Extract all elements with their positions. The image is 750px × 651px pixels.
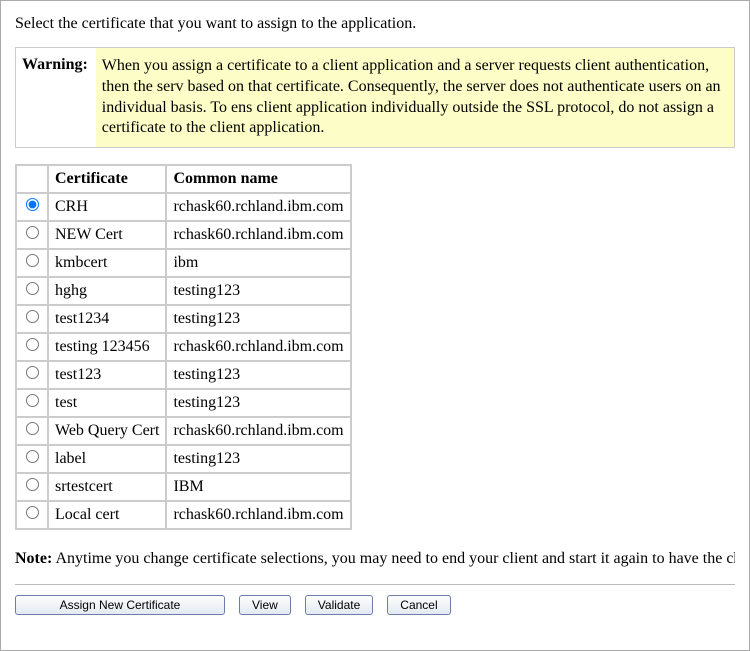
certificate-radio[interactable] bbox=[26, 450, 39, 463]
certificate-cell: test bbox=[48, 389, 166, 417]
certificate-cell: test1234 bbox=[48, 305, 166, 333]
certificate-cell: Web Query Cert bbox=[48, 417, 166, 445]
radio-cell bbox=[16, 389, 48, 417]
certificate-radio[interactable] bbox=[26, 226, 39, 239]
table-row: kmbcertibm bbox=[16, 249, 351, 277]
note-line: Note: Anytime you change certificate sel… bbox=[15, 550, 735, 568]
table-row: Local certrchask60.rchland.ibm.com bbox=[16, 501, 351, 529]
table-row: NEW Certrchask60.rchland.ibm.com bbox=[16, 221, 351, 249]
certificate-radio[interactable] bbox=[26, 422, 39, 435]
col-common-name: Common name bbox=[166, 165, 350, 193]
certificate-radio[interactable] bbox=[26, 366, 39, 379]
common-name-cell: rchask60.rchland.ibm.com bbox=[166, 333, 350, 361]
col-select bbox=[16, 165, 48, 193]
certificate-radio[interactable] bbox=[26, 478, 39, 491]
certificate-cell: label bbox=[48, 445, 166, 473]
certificate-assignment-panel: Select the certificate that you want to … bbox=[0, 0, 750, 651]
warning-box: Warning: When you assign a certificate t… bbox=[15, 47, 735, 148]
table-row: testtesting123 bbox=[16, 389, 351, 417]
radio-cell bbox=[16, 249, 48, 277]
view-button[interactable]: View bbox=[239, 595, 291, 615]
certificate-cell: srtestcert bbox=[48, 473, 166, 501]
common-name-cell: testing123 bbox=[166, 389, 350, 417]
table-row: test1234testing123 bbox=[16, 305, 351, 333]
table-row: srtestcertIBM bbox=[16, 473, 351, 501]
common-name-cell: IBM bbox=[166, 473, 350, 501]
table-row: testing 123456rchask60.rchland.ibm.com bbox=[16, 333, 351, 361]
radio-cell bbox=[16, 333, 48, 361]
intro-text: Select the certificate that you want to … bbox=[15, 15, 735, 33]
certificate-radio[interactable] bbox=[26, 310, 39, 323]
certificate-cell: testing 123456 bbox=[48, 333, 166, 361]
certificate-cell: test123 bbox=[48, 361, 166, 389]
common-name-cell: testing123 bbox=[166, 445, 350, 473]
common-name-cell: rchask60.rchland.ibm.com bbox=[166, 193, 350, 221]
radio-cell bbox=[16, 473, 48, 501]
certificate-table: Certificate Common name CRHrchask60.rchl… bbox=[15, 164, 352, 530]
certificate-radio[interactable] bbox=[26, 254, 39, 267]
common-name-cell: rchask60.rchland.ibm.com bbox=[166, 501, 350, 529]
common-name-cell: testing123 bbox=[166, 305, 350, 333]
certificate-radio[interactable] bbox=[26, 198, 39, 211]
certificate-cell: NEW Cert bbox=[48, 221, 166, 249]
table-row: Web Query Certrchask60.rchland.ibm.com bbox=[16, 417, 351, 445]
certificate-radio[interactable] bbox=[26, 506, 39, 519]
common-name-cell: rchask60.rchland.ibm.com bbox=[166, 221, 350, 249]
certificate-cell: kmbcert bbox=[48, 249, 166, 277]
table-row: CRHrchask60.rchland.ibm.com bbox=[16, 193, 351, 221]
radio-cell bbox=[16, 305, 48, 333]
warning-text: When you assign a certificate to a clien… bbox=[96, 48, 734, 147]
certificate-cell: hghg bbox=[48, 277, 166, 305]
common-name-cell: rchask60.rchland.ibm.com bbox=[166, 417, 350, 445]
assign-new-certificate-button[interactable]: Assign New Certificate bbox=[15, 595, 225, 615]
common-name-cell: ibm bbox=[166, 249, 350, 277]
radio-cell bbox=[16, 417, 48, 445]
button-row: Assign New Certificate View Validate Can… bbox=[15, 595, 735, 615]
certificate-radio[interactable] bbox=[26, 338, 39, 351]
radio-cell bbox=[16, 501, 48, 529]
warning-label: Warning: bbox=[16, 48, 96, 147]
radio-cell bbox=[16, 277, 48, 305]
radio-cell bbox=[16, 221, 48, 249]
col-certificate: Certificate bbox=[48, 165, 166, 193]
note-label: Note: bbox=[15, 550, 52, 567]
note-text: Anytime you change certificate selection… bbox=[55, 550, 735, 567]
certificate-radio[interactable] bbox=[26, 394, 39, 407]
table-row: test123testing123 bbox=[16, 361, 351, 389]
radio-cell bbox=[16, 193, 48, 221]
validate-button[interactable]: Validate bbox=[305, 595, 373, 615]
common-name-cell: testing123 bbox=[166, 361, 350, 389]
radio-cell bbox=[16, 361, 48, 389]
certificate-radio[interactable] bbox=[26, 282, 39, 295]
table-row: hghgtesting123 bbox=[16, 277, 351, 305]
cancel-button[interactable]: Cancel bbox=[387, 595, 450, 615]
separator bbox=[15, 584, 735, 585]
certificate-cell: Local cert bbox=[48, 501, 166, 529]
certificate-cell: CRH bbox=[48, 193, 166, 221]
common-name-cell: testing123 bbox=[166, 277, 350, 305]
table-row: labeltesting123 bbox=[16, 445, 351, 473]
radio-cell bbox=[16, 445, 48, 473]
